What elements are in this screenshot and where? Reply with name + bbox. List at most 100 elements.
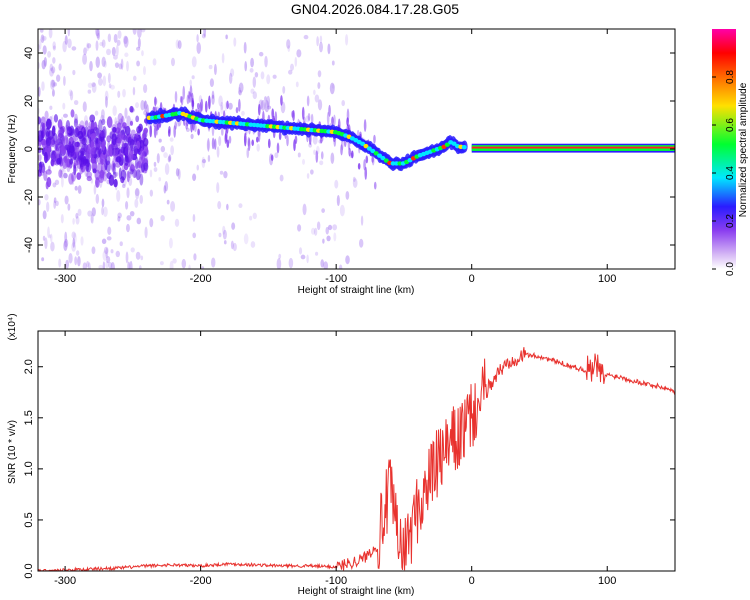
noise-blob [334,179,339,189]
streak-blob [149,125,153,138]
signal-blob [57,119,63,129]
signal-blob [131,143,136,149]
noise-blob [196,34,199,43]
colorbar-label: Normalized spectral amplitude [738,82,749,217]
noise-blob [71,231,76,239]
noise-blob [134,188,140,197]
noise-blob [223,240,227,245]
signal-blob [95,127,100,138]
noise-blob [117,216,121,222]
noise-blob [53,82,57,87]
streak-blob [320,151,324,160]
snr-x-tick-label: -200 [190,575,212,587]
signal-blob [51,154,56,167]
noise-blob [152,58,157,66]
streak-blob [307,112,311,122]
signal-blob [101,118,106,126]
signal-blob [90,140,95,148]
noise-blob [317,99,323,111]
streak-blob [357,163,361,170]
signal-blob [111,140,115,151]
signal-blob [128,148,134,162]
noise-blob [74,256,78,266]
noise-blob [52,57,56,64]
signal-blob [136,140,141,150]
noise-blob [316,221,321,231]
noise-blob [108,261,113,269]
streak-blob [174,121,177,130]
streak-blob [363,159,366,171]
signal-blob [112,126,117,133]
signal-blob [92,168,97,174]
noise-blob [102,75,107,87]
signal-blob [131,134,138,142]
noise-blob [82,262,87,269]
streak-blob [208,95,211,110]
noise-blob [310,169,314,175]
noise-blob [320,259,325,268]
noise-blob [313,149,316,155]
noise-blob [246,147,250,159]
noise-blob [44,237,48,250]
noise-blob [51,89,55,97]
signal-blob [74,127,80,138]
noise-blob [77,208,82,217]
signal-blob [118,167,122,180]
noise-blob [144,226,148,239]
snr-y-tick-label: 2.0 [23,359,35,374]
noise-blob [264,55,268,68]
noise-blob [163,152,168,158]
noise-blob [216,146,220,158]
noise-blob [113,33,118,44]
noise-blob [213,63,217,76]
signal-blob [81,164,86,173]
noise-blob [72,218,75,225]
noise-blob [209,78,214,87]
noise-blob [114,62,119,68]
noise-blob [327,224,333,231]
signal-blob [98,174,105,184]
noise-blob [243,233,249,245]
signal-blob [60,145,66,154]
noise-blob [196,42,201,54]
noise-blob [123,36,129,48]
noise-blob [90,214,94,224]
noise-blob [87,82,93,89]
streak-blob [247,137,251,151]
noise-blob [185,127,190,133]
noise-blob [232,242,237,252]
signal-blob [90,147,97,155]
noise-blob [47,226,50,239]
signal-blob [133,165,137,179]
noise-blob [52,45,56,51]
noise-blob [294,56,298,67]
noise-blob [91,207,96,217]
noise-blob [113,54,118,60]
signal-blob [106,135,112,143]
signal-blob [120,176,125,184]
noise-blob [250,241,256,248]
noise-blob [158,177,162,182]
signal-blob [69,144,75,157]
noise-blob [115,250,121,258]
noise-blob [176,121,181,127]
noise-blob [358,238,364,248]
streak-blob [373,134,376,144]
signal-blob [85,134,90,145]
noise-blob [67,203,71,211]
noise-blob [133,75,137,81]
signal-blob [127,136,132,146]
noise-blob [279,174,284,182]
noise-blob [266,105,272,110]
signal-blob [66,163,71,173]
noise-blob [230,240,234,250]
signal-blob [140,147,144,160]
noise-blob [306,254,309,264]
noise-blob [266,74,271,85]
noise-blob [313,227,318,236]
signal-blob [93,121,98,131]
noise-blob [77,255,81,267]
noise-blob [252,212,257,220]
noise-blob [272,74,277,79]
signal-blob [38,130,44,143]
